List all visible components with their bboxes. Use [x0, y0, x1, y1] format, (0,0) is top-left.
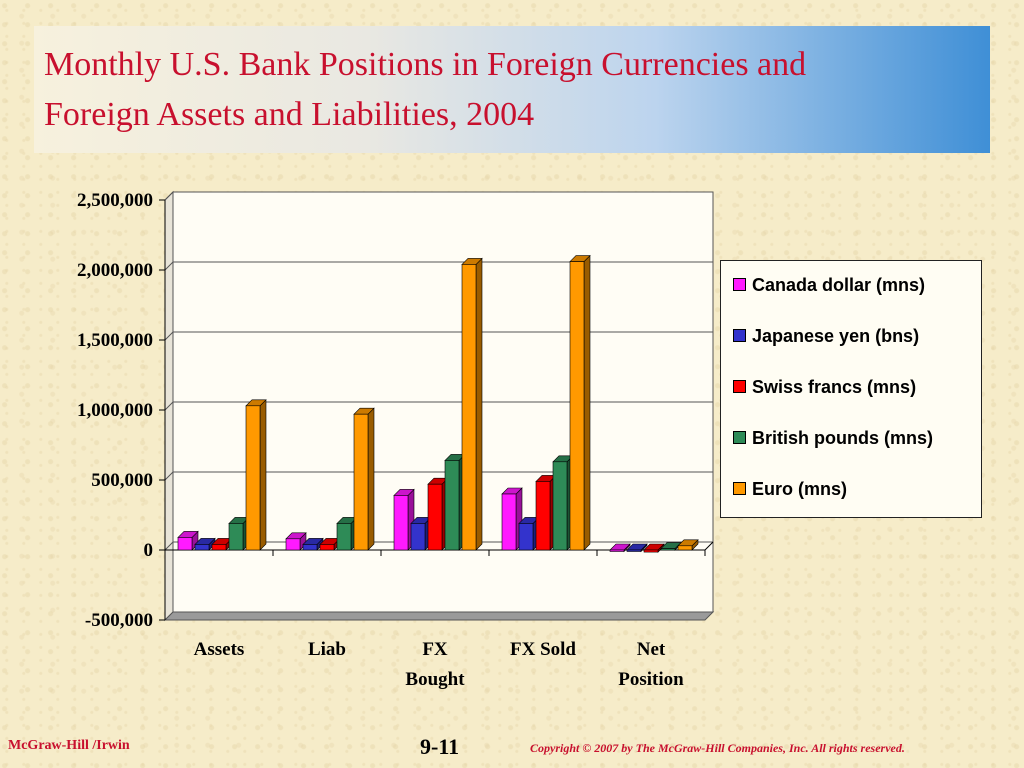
bar: [353, 413, 369, 551]
plot-floor: [163, 611, 715, 621]
zero-baseline-edge: [704, 541, 714, 551]
y-tick-label: 2,000,000: [77, 260, 153, 281]
x-tick-label: Liab: [308, 639, 346, 660]
bar: [677, 545, 693, 551]
bar: [643, 549, 659, 553]
bar-side: [475, 257, 483, 551]
gridline-diag: [164, 471, 174, 481]
bar: [285, 538, 301, 551]
legend-label: British pounds (mns): [752, 428, 933, 448]
x-tick-label: FX: [422, 639, 448, 660]
x-tick-label: Net: [637, 639, 666, 660]
title-band: Monthly U.S. Bank Positions in Foreign C…: [34, 26, 990, 153]
legend-label: Euro (mns): [752, 479, 848, 499]
gridline-diag: [164, 401, 174, 411]
bar: [302, 544, 318, 551]
legend-swatch: [733, 481, 746, 495]
bar: [427, 483, 443, 551]
slide-title-line-2: Foreign Assets and Liabilities, 2004: [44, 96, 535, 133]
bar: [518, 523, 534, 551]
bar-side: [259, 399, 267, 551]
bar: [194, 544, 210, 551]
x-tick-label: Bought: [405, 669, 465, 690]
x-tick-label: Assets: [194, 639, 245, 660]
y-tick-label: -500,000: [85, 610, 153, 631]
bar: [393, 495, 409, 551]
legend-swatch: [733, 328, 746, 342]
bar: [535, 481, 551, 551]
chart-legend: Canada dollar (mns) Japanese yen (bns) Swi…: [720, 260, 982, 518]
bar-side: [367, 407, 375, 551]
bar: [501, 493, 517, 551]
legend-item: Canada dollar (mns): [733, 275, 925, 296]
bar: [569, 261, 585, 551]
legend-swatch: [733, 430, 746, 444]
y-tick-label: 1,500,000: [77, 330, 153, 351]
bar: [660, 548, 676, 551]
bar: [461, 264, 477, 551]
legend-label: Japanese yen (bns): [752, 326, 920, 346]
legend-item: Swiss francs (mns): [733, 377, 916, 398]
y-tick-label: 1,000,000: [77, 400, 153, 421]
bar: [228, 523, 244, 551]
publisher-label: McGraw-Hill /Irwin: [8, 738, 130, 753]
gridline-diag: [164, 331, 174, 341]
gridline-diag: [164, 191, 174, 201]
legend-label: Swiss francs (mns): [752, 377, 917, 397]
copyright-notice: Copyright © 2007 by The McGraw-Hill Comp…: [530, 741, 905, 755]
bar-side: [583, 254, 591, 551]
legend-item: British pounds (mns): [733, 428, 933, 449]
bar: [626, 549, 642, 552]
slide-title-line-1: Monthly U.S. Bank Positions in Foreign C…: [44, 46, 807, 83]
legend-item: Japanese yen (bns): [733, 326, 919, 347]
bar: [552, 461, 568, 551]
bar: [319, 544, 335, 551]
bar: [177, 537, 193, 551]
legend-swatch: [733, 379, 746, 393]
bar: [336, 523, 352, 551]
legend-swatch: [733, 277, 746, 291]
gridline-diag: [164, 541, 174, 551]
legend-item: Euro (mns): [733, 479, 847, 500]
y-tick-label: 0: [144, 540, 154, 561]
legend-label: Canada dollar (mns): [752, 275, 926, 295]
bar: [410, 523, 426, 551]
bar: [609, 549, 625, 552]
bar: [444, 460, 460, 551]
bar: [211, 544, 227, 551]
y-tick-label: 500,000: [91, 470, 153, 491]
gridline-diag: [164, 261, 174, 271]
y-tick-label: 2,500,000: [77, 190, 153, 211]
bar: [245, 405, 261, 551]
page-number: 9-11: [420, 734, 460, 759]
x-tick-label: FX Sold: [510, 639, 576, 660]
x-tick-label: Position: [618, 669, 684, 690]
